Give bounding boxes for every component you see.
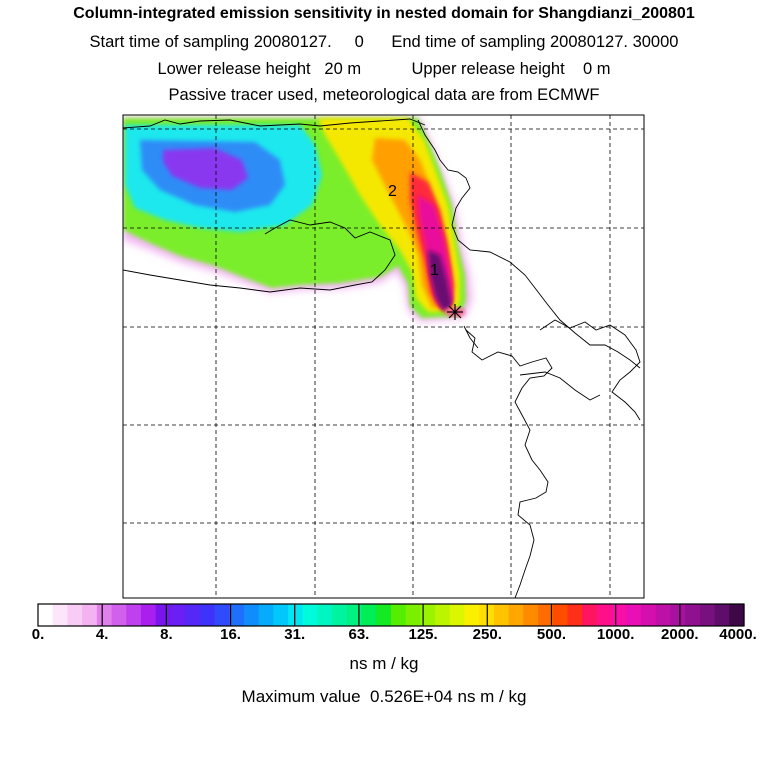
- coastline-peninsula: [539, 319, 641, 421]
- colorbar-cell: [317, 604, 333, 626]
- colorbar-cell: [361, 604, 377, 626]
- colorbar-cell: [332, 604, 348, 626]
- colorbar-cells: [38, 604, 745, 626]
- start-time-value: 20080127.: [253, 33, 332, 51]
- maximum-value-label: Maximum value: [241, 687, 361, 706]
- colorbar-tick-label: 63.: [348, 626, 370, 643]
- plume-dark-core: [428, 250, 452, 312]
- maximum-value: Maximum value 0.526E+04 ns m / kg: [0, 687, 768, 707]
- colorbar-cell: [435, 604, 451, 626]
- release-heights: Lower release height 20 m Upper release …: [0, 60, 768, 79]
- maximum-value-number: 0.526E+04 ns m / kg: [370, 687, 527, 706]
- colorbar-cell: [523, 604, 539, 626]
- colorbar-tick-labels: 0. 4. 8. 16. 31. 63. 125. 250. 500. 1000. 2000. 400…: [0, 626, 768, 650]
- colorbar-cell: [714, 604, 730, 626]
- colorbar-cell: [552, 604, 569, 626]
- colorbar-cell: [346, 604, 363, 626]
- receptor-marker: [447, 304, 463, 320]
- colorbar-cell: [111, 604, 127, 626]
- colorbar-cell: [170, 604, 186, 626]
- end-time-label: End time of sampling: [391, 33, 546, 51]
- colorbar-cell: [52, 604, 69, 626]
- colorbar-cell: [199, 604, 216, 626]
- colorbar-cell: [670, 604, 686, 626]
- colorbar-tick-label: 125.: [408, 626, 438, 643]
- colorbar-cell: [126, 604, 142, 626]
- map-frame: [122, 114, 645, 599]
- colorbar-cell: [493, 604, 510, 626]
- colorbar-cell: [302, 604, 319, 626]
- colorbar-cell: [538, 604, 554, 626]
- lower-release-value: 20 m: [324, 60, 362, 78]
- colorbar-cell: [582, 604, 598, 626]
- colorbar-cell: [391, 604, 407, 626]
- colorbar-cell: [596, 604, 613, 626]
- coastlines: [123, 118, 641, 598]
- colorbar-cell: [685, 604, 701, 626]
- inner-border: [463, 325, 479, 349]
- colorbar-cell: [229, 604, 245, 626]
- border-line: [123, 219, 396, 293]
- colorbar-cell: [420, 604, 436, 626]
- colorbar-cell: [273, 604, 289, 626]
- lower-release-label: Lower release height: [157, 60, 311, 78]
- plot-subtitle: Passive tracer used, meteorological data…: [168, 86, 600, 104]
- colorbar-tick-label: 16.: [220, 626, 241, 643]
- coastline-island: [519, 371, 601, 401]
- colorbar-cell: [140, 604, 157, 626]
- colorbar-tick-label: 4000.: [719, 626, 757, 643]
- colorbar-cell: [82, 604, 98, 626]
- colorbar-tick-label: 0.: [31, 626, 45, 643]
- colorbar-cell: [464, 604, 480, 626]
- coastline-east: [417, 119, 641, 369]
- plume-purple: [163, 148, 248, 190]
- grid-lines: [123, 115, 644, 598]
- upper-release-value: 0 m: [583, 60, 611, 78]
- start-time-label: Start time of sampling: [89, 33, 250, 51]
- colorbar-cell: [96, 604, 113, 626]
- colorbar-cell: [567, 604, 583, 626]
- colorbar-cell: [641, 604, 657, 626]
- colorbar-cell: [38, 604, 54, 626]
- colorbar-tick-label: 1000.: [596, 626, 635, 643]
- colorbar-unit: ns m / kg: [349, 654, 419, 673]
- upper-release-label: Upper release height: [411, 60, 565, 78]
- colorbar-cell: [449, 604, 466, 626]
- colorbar-cell: [67, 604, 83, 626]
- colorbar-cell: [655, 604, 672, 626]
- colorbar-cell: [185, 604, 201, 626]
- colorbar-tick-label: 31.: [284, 626, 306, 643]
- colorbar-cell: [288, 604, 304, 626]
- plume-field: [123, 118, 472, 322]
- start-time-hour: 0: [354, 33, 364, 51]
- end-time-value: 20080127. 30000: [549, 33, 679, 51]
- coastline-north: [123, 118, 426, 129]
- coastline-bohai: [465, 329, 553, 598]
- colorbar-tick-label: 8.: [160, 626, 173, 643]
- colorbar-cell: [508, 604, 524, 626]
- colorbar-cell: [626, 604, 642, 626]
- colorbar-dividers: [101, 604, 681, 626]
- sampling-times: Start time of sampling 20080127. 0 End t…: [0, 33, 768, 52]
- colorbar-cell: [258, 604, 274, 626]
- colorbar-cell: [243, 604, 260, 626]
- colorbar-cell: [214, 604, 230, 626]
- plot-title: Column-integrated emission sensitivity i…: [73, 5, 695, 22]
- contour-label-2: 2: [388, 183, 397, 200]
- colorbar-tick-label: 4.: [95, 626, 109, 643]
- colorbar-cell: [376, 604, 392, 626]
- contour-label-1: 1: [430, 262, 439, 279]
- colorbar-cell: [729, 604, 745, 626]
- colorbar-cell: [405, 604, 422, 626]
- colorbar-cell: [699, 604, 716, 626]
- colorbar-frame: [37, 603, 745, 627]
- colorbar-tick-label: 2000.: [661, 626, 699, 643]
- colorbar-tick-label: 500.: [536, 626, 567, 643]
- colorbar-cell: [155, 604, 171, 626]
- colorbar-cell: [611, 604, 627, 626]
- colorbar-tick-label: 250.: [472, 626, 502, 643]
